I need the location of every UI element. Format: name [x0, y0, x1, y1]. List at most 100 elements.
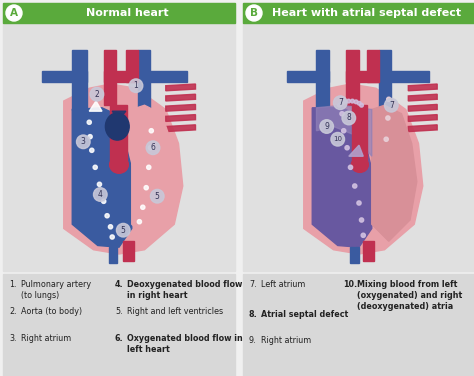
Circle shape — [384, 99, 398, 112]
Text: 8: 8 — [346, 114, 351, 123]
Circle shape — [105, 214, 109, 218]
Polygon shape — [72, 50, 87, 109]
Circle shape — [343, 100, 347, 104]
Polygon shape — [346, 50, 359, 105]
Circle shape — [88, 135, 92, 139]
Polygon shape — [408, 125, 437, 132]
Circle shape — [87, 120, 91, 124]
Circle shape — [345, 146, 349, 150]
Circle shape — [342, 111, 356, 125]
Text: Mixing blood from left
(oxygenated) and right
(deoxygenated) atria: Mixing blood from left (oxygenated) and … — [357, 280, 462, 311]
Polygon shape — [138, 50, 150, 109]
Text: 5: 5 — [121, 226, 126, 235]
Circle shape — [384, 137, 388, 141]
Text: 2.: 2. — [9, 307, 17, 316]
Polygon shape — [408, 94, 437, 101]
Bar — [243, 3, 474, 271]
Circle shape — [97, 182, 101, 186]
Polygon shape — [408, 84, 437, 91]
Circle shape — [342, 129, 346, 133]
Text: Right atrium: Right atrium — [261, 336, 311, 345]
Bar — [243, 274, 474, 376]
Text: Atrial septal defect: Atrial septal defect — [261, 310, 348, 319]
Circle shape — [360, 103, 364, 107]
Circle shape — [148, 146, 153, 150]
Circle shape — [146, 165, 151, 170]
Polygon shape — [287, 71, 329, 82]
Text: 5.: 5. — [115, 307, 123, 316]
Text: B: B — [250, 8, 258, 18]
Text: 1: 1 — [134, 81, 138, 90]
Polygon shape — [43, 71, 87, 82]
Circle shape — [246, 5, 262, 21]
Text: 10: 10 — [333, 136, 342, 142]
Circle shape — [76, 135, 90, 149]
Text: 1.: 1. — [9, 280, 17, 289]
Text: 9: 9 — [324, 122, 329, 131]
Polygon shape — [110, 105, 128, 165]
Circle shape — [331, 132, 345, 146]
Text: 8.: 8. — [249, 310, 258, 319]
Polygon shape — [166, 105, 195, 111]
Bar — [3, 3, 235, 271]
Polygon shape — [72, 108, 132, 247]
Polygon shape — [379, 50, 392, 109]
Polygon shape — [112, 111, 126, 120]
Circle shape — [361, 233, 365, 237]
Text: 7: 7 — [389, 101, 394, 110]
Text: 3: 3 — [81, 137, 86, 146]
Bar — [243, 3, 474, 23]
Polygon shape — [408, 115, 437, 121]
Polygon shape — [363, 241, 374, 261]
Circle shape — [141, 205, 145, 209]
Polygon shape — [372, 105, 417, 241]
Polygon shape — [408, 105, 437, 111]
Polygon shape — [317, 50, 329, 109]
Text: Right and left ventricles: Right and left ventricles — [127, 307, 223, 316]
Circle shape — [357, 102, 361, 105]
Circle shape — [90, 87, 104, 101]
Polygon shape — [104, 50, 117, 105]
Ellipse shape — [109, 156, 128, 173]
Circle shape — [129, 79, 143, 92]
Circle shape — [137, 220, 142, 224]
Circle shape — [93, 165, 97, 170]
Circle shape — [93, 188, 107, 201]
Circle shape — [146, 141, 160, 155]
Polygon shape — [367, 50, 379, 82]
Text: Deoxygenated blood flow
in right heart: Deoxygenated blood flow in right heart — [127, 280, 242, 300]
Text: Oxygenated blood flow in
left heart: Oxygenated blood flow in left heart — [127, 334, 243, 354]
Text: Normal heart: Normal heart — [86, 8, 168, 18]
Polygon shape — [104, 71, 140, 82]
Text: Left atrium: Left atrium — [261, 280, 305, 289]
Polygon shape — [123, 241, 134, 261]
Circle shape — [354, 100, 358, 104]
Circle shape — [334, 96, 347, 109]
Polygon shape — [166, 115, 195, 121]
Polygon shape — [166, 125, 195, 132]
Polygon shape — [379, 71, 428, 82]
Polygon shape — [166, 94, 195, 101]
Circle shape — [110, 235, 114, 239]
Circle shape — [340, 102, 344, 105]
Text: Heart with atrial septal defect: Heart with atrial septal defect — [273, 8, 462, 18]
Text: 3.: 3. — [9, 334, 17, 343]
Text: Aorta (to body): Aorta (to body) — [21, 307, 82, 316]
Circle shape — [144, 186, 148, 190]
Bar — [3, 3, 235, 23]
Circle shape — [150, 190, 164, 203]
Circle shape — [387, 97, 391, 102]
Polygon shape — [64, 84, 183, 254]
Circle shape — [351, 99, 354, 103]
Circle shape — [90, 148, 94, 152]
Text: 4: 4 — [98, 190, 103, 199]
Circle shape — [117, 223, 130, 237]
Polygon shape — [317, 105, 372, 156]
Ellipse shape — [105, 113, 129, 140]
Circle shape — [340, 112, 344, 116]
Text: Right atrium: Right atrium — [21, 334, 71, 343]
Polygon shape — [126, 50, 138, 82]
Text: 4.: 4. — [115, 280, 124, 289]
Polygon shape — [350, 247, 359, 262]
Circle shape — [109, 225, 113, 229]
